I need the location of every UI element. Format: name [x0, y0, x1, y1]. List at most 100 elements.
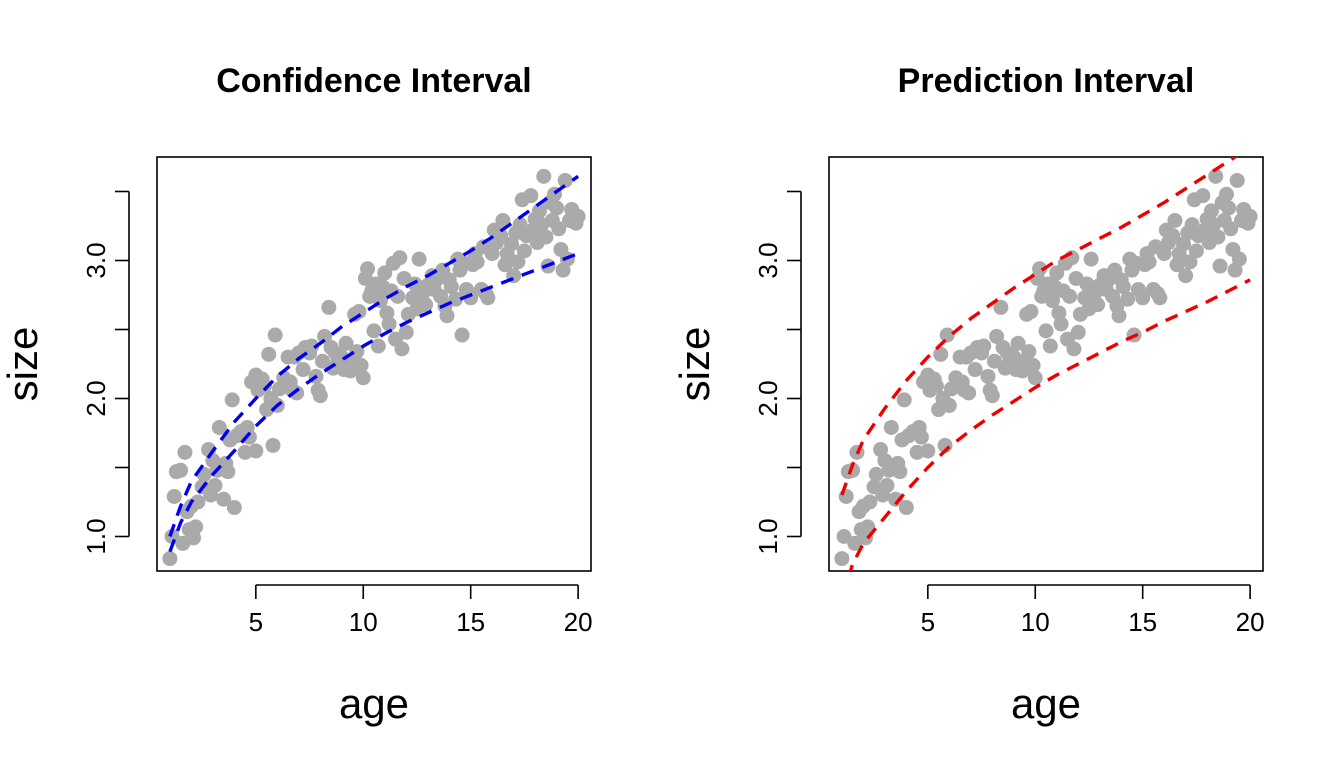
data-point	[523, 188, 539, 204]
x-tick-label: 10	[349, 607, 378, 637]
data-point	[1210, 229, 1226, 245]
data-point	[355, 370, 371, 386]
data-point	[838, 488, 854, 504]
data-point	[933, 346, 949, 362]
data-point	[162, 551, 178, 567]
x-tick-label: 20	[564, 607, 593, 637]
x-tick-label: 20	[1236, 607, 1265, 637]
data-point	[993, 299, 1009, 315]
confidence-band-lower-line	[168, 252, 579, 553]
data-point	[411, 251, 427, 267]
data-point	[493, 228, 509, 244]
data-point	[188, 519, 204, 535]
data-point	[265, 437, 281, 453]
data-point	[1203, 203, 1219, 219]
data-point	[1141, 254, 1157, 270]
data-point	[317, 328, 333, 344]
data-point	[961, 385, 977, 401]
data-point	[1115, 279, 1131, 295]
data-point	[510, 254, 526, 270]
data-point	[349, 344, 365, 360]
data-point	[1032, 261, 1048, 277]
data-point	[1120, 291, 1136, 307]
data-point	[879, 477, 895, 493]
data-point	[338, 335, 354, 351]
data-point	[1188, 243, 1204, 259]
data-point	[1229, 172, 1245, 188]
data-point	[1090, 297, 1106, 313]
data-point	[557, 172, 573, 188]
data-point	[1135, 290, 1151, 306]
data-point	[1178, 268, 1194, 284]
data-point	[1231, 251, 1247, 267]
data-point	[898, 500, 914, 516]
data-point	[443, 279, 459, 295]
x-tick-label: 15	[1128, 607, 1157, 637]
data-point	[480, 290, 496, 306]
data-point	[1038, 323, 1054, 339]
data-point	[377, 265, 393, 281]
x-tick-label: 5	[249, 607, 263, 637]
y-axis-label: size	[671, 327, 718, 402]
data-point	[190, 494, 206, 510]
data-point	[394, 341, 410, 357]
data-point	[381, 316, 397, 332]
prediction-band-upper-line	[840, 157, 1239, 496]
data-point	[295, 362, 311, 378]
x-axis-label: age	[1011, 680, 1081, 727]
confidence-band-upper-line	[168, 174, 580, 538]
data-point	[1182, 254, 1198, 270]
data-point	[220, 464, 236, 480]
data-point	[1066, 341, 1082, 357]
data-point	[1083, 251, 1099, 267]
data-point	[538, 229, 554, 245]
data-point	[463, 290, 479, 306]
data-point	[980, 368, 996, 384]
data-point	[256, 378, 272, 394]
plot-frame	[156, 156, 592, 572]
data-point	[1025, 357, 1041, 373]
data-point	[836, 529, 852, 544]
data-point	[312, 388, 328, 404]
y-tick-label: 2.0	[81, 380, 111, 416]
data-point	[1223, 221, 1239, 237]
data-point	[226, 500, 242, 516]
data-point	[1044, 293, 1060, 309]
data-point	[913, 429, 929, 445]
data-point	[360, 261, 376, 277]
data-point	[469, 254, 485, 270]
data-point	[418, 297, 434, 313]
data-point	[1221, 200, 1237, 216]
data-point	[834, 551, 850, 567]
data-point	[1152, 290, 1168, 306]
data-point	[531, 203, 547, 219]
y-tick-label: 3.0	[81, 242, 111, 278]
data-point	[1027, 370, 1043, 386]
data-point	[1184, 217, 1200, 233]
prediction-interval-panel: Prediction Interval 5 10 15 20 1.0 2.0 3.0 age si…	[671, 62, 1265, 727]
y-axis-label: size	[0, 327, 46, 402]
data-point	[1167, 212, 1183, 228]
data-point	[570, 208, 586, 224]
data-point	[939, 327, 955, 343]
x-tick-label: 15	[456, 607, 485, 637]
chart-title: Confidence Interval	[216, 62, 532, 100]
data-point	[1021, 344, 1037, 360]
data-point	[1042, 338, 1058, 354]
y-tick-label: 1.0	[753, 518, 783, 554]
data-point	[1062, 288, 1078, 304]
data-point	[495, 212, 511, 228]
data-point	[1212, 258, 1228, 274]
data-point	[883, 419, 899, 435]
data-point	[1218, 186, 1234, 202]
data-point	[516, 243, 532, 259]
data-point	[892, 464, 908, 480]
data-point	[248, 443, 264, 459]
data-point	[976, 338, 992, 354]
data-point	[860, 519, 876, 535]
data-point	[1165, 228, 1181, 244]
data-point	[177, 444, 193, 460]
data-point	[928, 378, 944, 394]
data-point	[1111, 308, 1127, 324]
